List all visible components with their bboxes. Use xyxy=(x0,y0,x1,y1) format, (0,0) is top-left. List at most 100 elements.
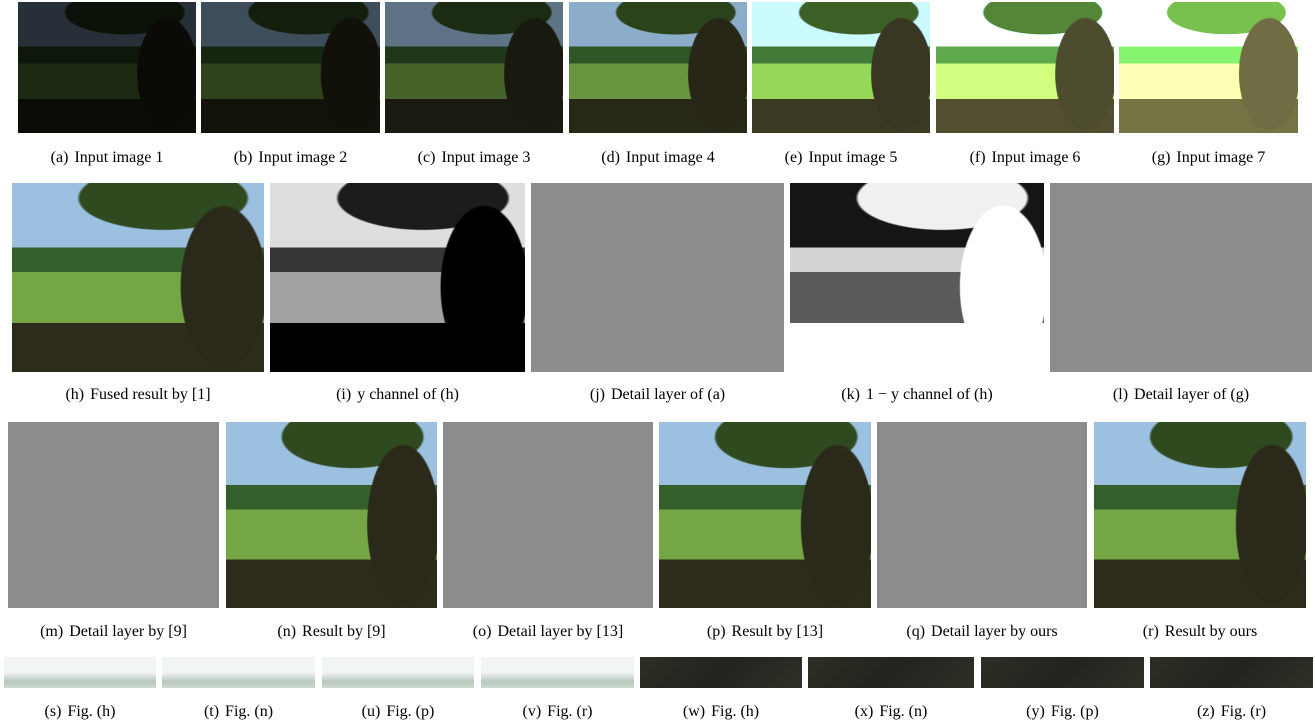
caption-text: Fig. (h) xyxy=(67,703,115,720)
panel-image xyxy=(936,2,1114,133)
caption-text: Input image 4 xyxy=(626,149,715,166)
panel-label: (l) xyxy=(1113,386,1128,403)
panel-image xyxy=(790,183,1044,372)
panel-label: (n) xyxy=(277,623,296,640)
caption-text: Detail layer by [9] xyxy=(69,623,187,640)
panel-image xyxy=(1094,422,1306,608)
caption-text: Detail layer by [13] xyxy=(497,623,623,640)
panel-label: (c) xyxy=(418,149,436,166)
panel-caption: (d) Input image 4 xyxy=(601,149,715,167)
panel-label: (m) xyxy=(40,623,63,640)
panel-label: (h) xyxy=(65,386,84,403)
panel-image xyxy=(385,2,563,133)
caption-text: Input image 3 xyxy=(441,149,530,166)
caption-text: Input image 2 xyxy=(258,149,347,166)
panel-label: (i) xyxy=(336,386,351,403)
panel-image xyxy=(201,2,380,133)
caption-text: Detail layer by ours xyxy=(931,623,1058,640)
panel-caption: (o) Detail layer by [13] xyxy=(473,623,623,641)
panel-image xyxy=(443,422,653,608)
caption-text: Result by [9] xyxy=(302,623,386,640)
panel-label: (d) xyxy=(601,149,620,166)
panel-caption: (w) Fig. (h) xyxy=(683,703,759,721)
caption-text: Input image 5 xyxy=(808,149,897,166)
caption-text: Detail layer of (g) xyxy=(1134,386,1249,403)
caption-text: Input image 6 xyxy=(992,149,1081,166)
panel-label: (a) xyxy=(51,149,69,166)
panel-caption: (y) Fig. (p) xyxy=(1026,703,1099,721)
panel-image xyxy=(322,657,474,688)
panel-label: (k) xyxy=(841,386,860,403)
panel-caption: (t)Fig. (n) xyxy=(204,703,273,721)
panel-caption: (z) Fig. (r) xyxy=(1197,703,1266,721)
panel-image xyxy=(1050,183,1312,372)
panel-label: (v) xyxy=(523,703,542,720)
caption-text: Result by [13] xyxy=(732,623,824,640)
panel-caption: (m) Detail layer by [9] xyxy=(40,623,187,641)
panel-caption: (s) Fig. (h) xyxy=(45,703,116,721)
caption-text: Fig. (p) xyxy=(1051,703,1099,720)
caption-text: Fig. (h) xyxy=(711,703,759,720)
caption-text: Fig. (r) xyxy=(547,703,592,720)
panel-image xyxy=(270,183,525,372)
panel-caption: (v) Fig. (r) xyxy=(523,703,593,721)
panel-label: (r) xyxy=(1143,623,1159,640)
panel-label: (j) xyxy=(590,386,605,403)
panel-caption: (c) Input image 3 xyxy=(418,149,531,167)
caption-text: Fused result by [1] xyxy=(90,386,210,403)
panel-image xyxy=(8,422,219,608)
caption-text: Fig. (r) xyxy=(1221,703,1266,720)
panel-caption: (e) Input image 5 xyxy=(785,149,898,167)
caption-text: 1 − y channel of (h) xyxy=(866,386,993,403)
panel-image xyxy=(226,422,437,608)
panel-image xyxy=(12,183,264,372)
caption-text: Fig. (p) xyxy=(386,703,434,720)
panel-image xyxy=(569,2,747,133)
panel-caption: (q) Detail layer by ours xyxy=(906,623,1057,641)
panel-label: (o) xyxy=(473,623,492,640)
figure: (a) Input image 1 (b) Input image 2 (c) Input… xyxy=(0,0,1315,725)
panel-image xyxy=(531,183,784,372)
panel-caption: (k) 1 − y channel of (h) xyxy=(841,386,992,404)
caption-text: Input image 7 xyxy=(1176,149,1265,166)
panel-label: (p) xyxy=(707,623,726,640)
panel-image xyxy=(4,657,156,688)
panel-label: (f) xyxy=(970,149,986,166)
panel-caption: (l) Detail layer of (g) xyxy=(1113,386,1249,404)
caption-text: Fig. (n) xyxy=(225,703,273,720)
panel-image xyxy=(18,2,196,133)
panel-label: (g) xyxy=(1152,149,1171,166)
panel-image xyxy=(877,422,1087,608)
panel-caption: (a) Input image 1 xyxy=(51,149,164,167)
panel-caption: (u) Fig. (p) xyxy=(362,703,435,721)
panel-caption: (r) Result by ours xyxy=(1143,623,1257,641)
caption-text: Result by ours xyxy=(1165,623,1257,640)
panel-label: (e) xyxy=(785,149,803,166)
panel-caption: (h) Fused result by [1] xyxy=(65,386,210,404)
panel-label: (x) xyxy=(855,703,874,720)
caption-text: Input image 1 xyxy=(74,149,163,166)
caption-text: Fig. (n) xyxy=(879,703,927,720)
panel-label: (q) xyxy=(906,623,925,640)
panel-label: (b) xyxy=(234,149,253,166)
panel-caption: (p) Result by [13] xyxy=(707,623,823,641)
panel-caption: (j)Detail layer of (a) xyxy=(590,386,725,404)
panel-label: (y) xyxy=(1026,703,1045,720)
panel-image xyxy=(162,657,315,688)
panel-image xyxy=(752,2,930,133)
panel-label: (w) xyxy=(683,703,705,720)
panel-label: (u) xyxy=(362,703,381,720)
caption-text: y channel of (h) xyxy=(357,386,459,403)
panel-image xyxy=(808,657,974,688)
panel-image xyxy=(640,657,802,688)
panel-label: (z) xyxy=(1197,703,1215,720)
panel-image xyxy=(659,422,871,608)
panel-image xyxy=(981,657,1144,688)
panel-caption: (x) Fig. (n) xyxy=(855,703,928,721)
panel-caption: (n) Result by [9] xyxy=(277,623,385,641)
panel-caption: (f) Input image 6 xyxy=(970,149,1081,167)
panel-image xyxy=(1150,657,1313,688)
panel-label: (s) xyxy=(45,703,62,720)
panel-image xyxy=(1119,2,1298,133)
panel-caption: (g) Input image 7 xyxy=(1152,149,1266,167)
